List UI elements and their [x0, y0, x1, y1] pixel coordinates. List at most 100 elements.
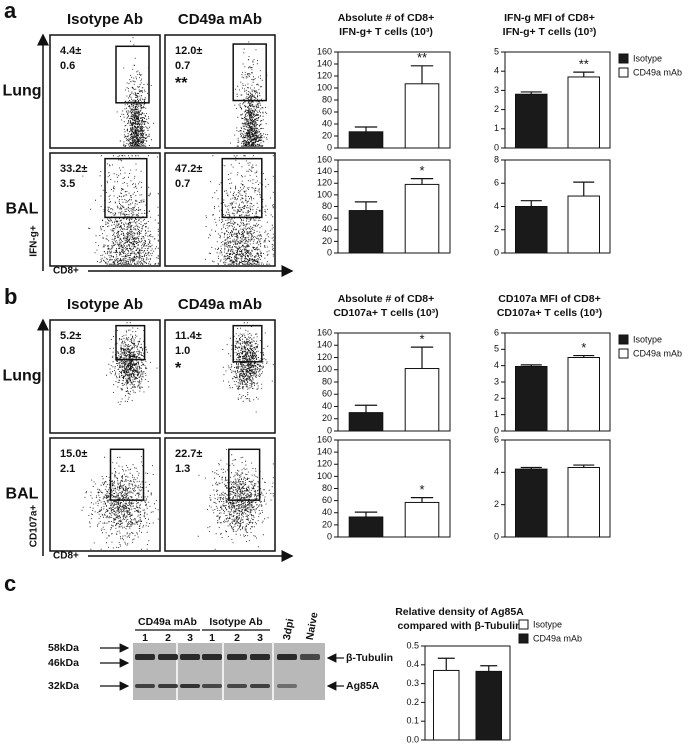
- y-tick-label: 6: [494, 327, 499, 337]
- legend-swatch: [618, 67, 629, 78]
- y-tick-label: 1: [494, 409, 499, 419]
- legend-label: CD49a mAb: [633, 67, 682, 77]
- y-tick-label: 0.2: [406, 697, 419, 707]
- band: [180, 684, 200, 688]
- gate: [232, 43, 267, 102]
- chart-title: CD107a+ T cells (10³): [333, 307, 438, 319]
- gate-percentage: 1.3: [175, 463, 190, 475]
- band: [180, 654, 200, 660]
- bar: [567, 357, 600, 432]
- legend-swatch: [518, 619, 529, 630]
- gate-percentage: 33.2±: [60, 163, 87, 175]
- chart-title: CD107a+ T cells (10³): [497, 307, 602, 319]
- y-tick-label: 80: [322, 94, 332, 104]
- y-tick-label: 120: [317, 459, 332, 469]
- y-tick-label: 0: [494, 142, 499, 152]
- band-label: β-Tubulin: [346, 652, 393, 664]
- blot-membrane: [133, 643, 325, 700]
- gate: [109, 448, 145, 501]
- y-tick-label: 140: [317, 447, 332, 457]
- chart-title: Absolute # of CD8+: [338, 12, 435, 24]
- row-label: Lung: [2, 83, 41, 100]
- gate-percentage: 0.7: [175, 178, 190, 190]
- blot-seam: [272, 642, 274, 701]
- legend-swatch: [618, 53, 629, 64]
- y-tick-label: 160: [317, 434, 332, 444]
- y-tick-label: 2: [494, 104, 499, 114]
- blot-group-label: Isotype Ab: [209, 616, 262, 628]
- legend-swatch: [518, 633, 529, 644]
- y-tick-label: 120: [317, 70, 332, 80]
- y-tick-label: 20: [322, 413, 332, 423]
- y-tick-label: 0.1: [406, 716, 419, 726]
- gate-percentage: 0.7: [175, 60, 190, 72]
- y-tick-label: 5: [494, 46, 499, 56]
- y-tick-label: 5: [494, 344, 499, 354]
- gate: [221, 157, 263, 219]
- chart-title: IFN-g+ T cells (10³): [339, 26, 433, 38]
- flow-plot-frame: [164, 319, 276, 434]
- bar: [348, 516, 384, 538]
- gate-percentage: 47.2±: [175, 163, 202, 175]
- y-tick-label: 40: [322, 118, 332, 128]
- legend-label: Isotype: [633, 53, 662, 63]
- y-tick-label: 0: [327, 142, 332, 152]
- y-tick-label: 60: [322, 495, 332, 505]
- gate: [228, 448, 261, 501]
- y-tick-label: 60: [322, 106, 332, 116]
- y-tick-label: 0: [327, 425, 332, 435]
- column-header: Isotype Ab: [67, 11, 143, 28]
- legend-label: CD49a mAb: [633, 348, 682, 358]
- significance-mark: **: [175, 75, 188, 92]
- x-axis-label: CD8+: [53, 266, 79, 277]
- dot-cloud: [106, 322, 158, 405]
- gate-percentage: 1.0: [175, 345, 190, 357]
- band: [250, 684, 270, 688]
- y-axis-label: CD107a+: [29, 505, 40, 548]
- lane-label: 3: [187, 632, 193, 644]
- y-tick-label: 2: [494, 393, 499, 403]
- band: [227, 684, 247, 688]
- marker-label: 46kDa: [48, 657, 79, 669]
- bar: [404, 368, 440, 432]
- band: [158, 654, 178, 660]
- y-tick-label: 4: [494, 66, 499, 76]
- lane-label: 2: [234, 632, 240, 644]
- column-header: Isotype Ab: [67, 296, 143, 313]
- marker-label: 32kDa: [48, 680, 79, 692]
- panel-label: b: [4, 284, 17, 309]
- legend-label: Isotype: [533, 619, 562, 629]
- significance-mark: **: [417, 50, 427, 65]
- y-tick-label: 140: [317, 340, 332, 350]
- blot-seam: [176, 642, 178, 701]
- dot-cloud: [205, 155, 274, 265]
- blot-seam: [222, 642, 224, 701]
- y-tick-label: 8: [494, 154, 499, 164]
- chart-title: CD107a MFI of CD8+: [498, 293, 600, 305]
- gate-percentage: 12.0±: [175, 45, 202, 57]
- chart-title: compared with β-Tubulin: [397, 620, 521, 632]
- y-tick-label: 80: [322, 201, 332, 211]
- y-tick-label: 0: [494, 247, 499, 257]
- gate-percentage: 3.5: [60, 178, 75, 190]
- lane-label: 3dpi: [281, 618, 297, 641]
- y-tick-label: 40: [322, 401, 332, 411]
- bar: [567, 195, 600, 254]
- gate-percentage: 5.2±: [60, 330, 81, 342]
- bar: [475, 670, 502, 741]
- y-tick-label: 100: [317, 364, 332, 374]
- y-tick-label: 0: [494, 531, 499, 541]
- x-axis-label: CD8+: [53, 551, 79, 562]
- row-label: BAL: [6, 486, 39, 503]
- bar: [404, 501, 440, 538]
- band: [277, 654, 297, 660]
- lane-label: 1: [142, 632, 148, 644]
- y-axis-label: IFN-g+: [29, 225, 40, 257]
- bar: [515, 468, 548, 538]
- band: [227, 654, 247, 660]
- y-tick-label: 20: [322, 130, 332, 140]
- band: [135, 654, 155, 660]
- y-tick-label: 4: [494, 360, 499, 370]
- band: [277, 684, 297, 688]
- y-tick-label: 100: [317, 471, 332, 481]
